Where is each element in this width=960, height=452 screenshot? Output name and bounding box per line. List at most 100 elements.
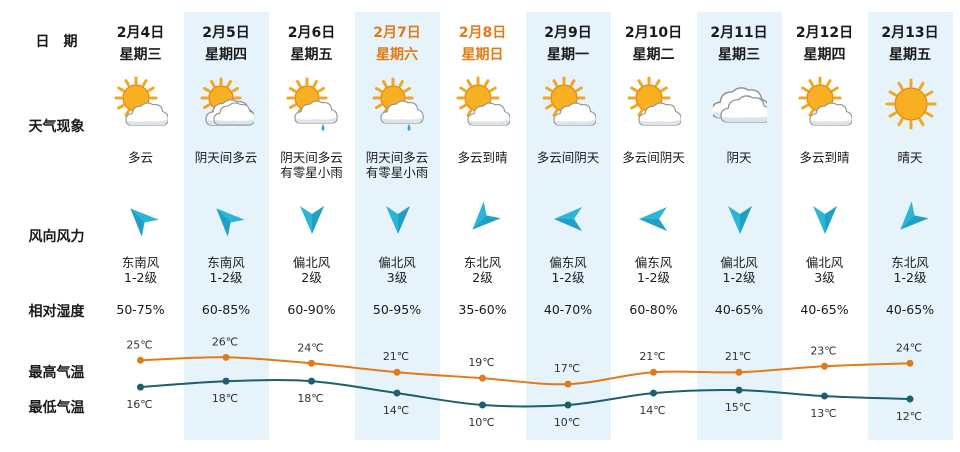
high-temp-point [137, 356, 144, 364]
row-label-high-temp: 最高气温 [28, 365, 85, 381]
wind-direction: 偏东风 [549, 255, 587, 270]
weather-desc-line: 多云到晴 [799, 150, 850, 165]
high-temp-label: 21℃ [383, 350, 409, 363]
wind-level: 3级 [814, 270, 835, 285]
high-temp-label: 26℃ [212, 335, 238, 348]
weather-desc-line: 多云间阴天 [622, 150, 685, 165]
high-temp-point [393, 368, 401, 376]
weekday-label: 星期日 [461, 47, 504, 63]
low-temp-point [564, 401, 572, 409]
low-temp-point [479, 401, 486, 409]
low-temp-label: 16℃ [126, 398, 152, 411]
row-label-low-temp: 最低气温 [28, 400, 85, 416]
day-column: 2月6日 星期五 阴天间多云 有零星小雨 偏北风 2级 60-90% [269, 12, 354, 440]
high-temp-label: 24℃ [297, 341, 323, 354]
humidity-value: 40-65% [885, 302, 935, 317]
weather-desc-line: 阴天间多云 [280, 150, 343, 165]
low-temp-label: 12℃ [896, 410, 922, 423]
low-temp-point [393, 389, 401, 397]
weekday-label: 星期五 [290, 47, 333, 63]
humidity-value: 60-90% [287, 302, 336, 317]
weather-desc-line: 多云间阴天 [536, 150, 600, 165]
weather-desc: 多云间阴天 [526, 150, 611, 165]
humidity-value: 50-95% [372, 302, 422, 317]
weather-desc: 多云间阴天 [611, 150, 696, 165]
humidity-value: 60-85% [201, 302, 251, 317]
wind-direction: 偏北风 [378, 255, 416, 270]
weekday-label: 星期四 [205, 47, 247, 63]
weather-desc: 多云 [98, 150, 183, 165]
wind-level: 2级 [472, 270, 493, 285]
humidity-value: 40-65% [714, 302, 764, 317]
day-column: 2月7日 星期六 阴天间多云 有零星小雨 偏北风 3级 50-95% [354, 12, 440, 440]
day-column: 2月12日 星期四 多云到晴 偏北风 3级 40-65% [782, 12, 867, 440]
low-temp-label: 14℃ [383, 404, 409, 417]
date-label: 2月8日 [458, 25, 507, 41]
humidity-value: 40-70% [543, 302, 593, 317]
weather-desc-line: 有零星小雨 [280, 165, 343, 180]
date-label: 2月9日 [544, 25, 592, 41]
humidity-value: 60-80% [629, 302, 678, 317]
date-label: 2月13日 [881, 25, 939, 41]
date-label: 2月11日 [710, 25, 768, 41]
wind-direction: 东南风 [207, 255, 245, 270]
low-temp-label: 14℃ [639, 404, 665, 417]
high-temp-label: 24℃ [896, 341, 922, 354]
high-temp-label: 25℃ [126, 338, 152, 351]
wind-level: 1-2级 [722, 270, 756, 285]
weather-desc: 晴天 [868, 150, 953, 165]
day-column: 2月9日 星期一 多云间阴天 偏东风 1-2级 40-70% [525, 12, 611, 440]
date-label: 2月10日 [624, 25, 683, 41]
weekday-label: 星期三 [119, 47, 162, 63]
high-temp-point [308, 359, 315, 367]
high-temp-point [222, 353, 230, 361]
high-temp-point [564, 380, 572, 388]
day-column: 2月11日 星期三 阴天 偏北风 1-2级 40-65% [696, 12, 782, 440]
wind-level: 1-2级 [124, 270, 157, 285]
wind-level: 1-2级 [637, 270, 670, 285]
row-label-date: 日 期 [35, 34, 78, 50]
humidity-value: 50-75% [116, 302, 165, 317]
low-temp-label: 10℃ [554, 416, 580, 429]
day-column: 2月4日 星期三 多云 东南风 1-2级 50-75% [98, 12, 183, 440]
weather-desc-line: 多云到晴 [457, 150, 508, 165]
wind-direction: 偏北风 [720, 255, 758, 270]
low-temp-line [140, 379, 911, 408]
weather-desc: 多云到晴 [782, 150, 867, 165]
date-label: 2月6日 [287, 25, 336, 41]
weather-desc: 多云到晴 [440, 150, 525, 165]
weekday-label: 星期一 [547, 47, 589, 63]
wind-direction: 偏北风 [805, 255, 844, 270]
row-label-wind: 风向风力 [28, 229, 85, 245]
weekday-label: 星期四 [803, 47, 846, 63]
high-temp-point [650, 368, 657, 376]
wind-direction: 偏东风 [634, 255, 673, 270]
weather-desc: 阴天间多云 [184, 150, 269, 165]
low-temp-label: 10℃ [468, 416, 494, 429]
date-label: 2月7日 [373, 25, 421, 41]
date-label: 2月4日 [116, 25, 165, 41]
wind-level: 1-2级 [893, 270, 927, 285]
humidity-value: 40-65% [800, 302, 849, 317]
wind-direction: 东北风 [463, 255, 502, 270]
low-temp-label: 18℃ [297, 392, 323, 405]
weekday-label: 星期六 [376, 47, 418, 63]
weather-desc-line: 阴天间多云 [194, 150, 258, 165]
high-temp-label: 23℃ [810, 344, 836, 357]
weather-desc-line: 多云 [127, 150, 153, 165]
low-temp-point [821, 392, 828, 400]
wind-direction: 东南风 [121, 255, 160, 270]
weather-desc-line: 有零星小雨 [365, 165, 429, 180]
weekday-label: 星期二 [632, 47, 675, 63]
high-temp-label: 21℃ [639, 350, 665, 363]
low-temp-point [308, 377, 315, 385]
wind-level: 1-2级 [551, 270, 585, 285]
low-temp-point [735, 386, 743, 394]
humidity-value: 35-60% [458, 302, 507, 317]
high-temp-line [140, 356, 911, 386]
high-temp-point [821, 362, 828, 370]
low-temp-point [650, 389, 657, 397]
weekday-label: 星期五 [889, 47, 931, 63]
high-temp-label: 21℃ [725, 350, 751, 363]
